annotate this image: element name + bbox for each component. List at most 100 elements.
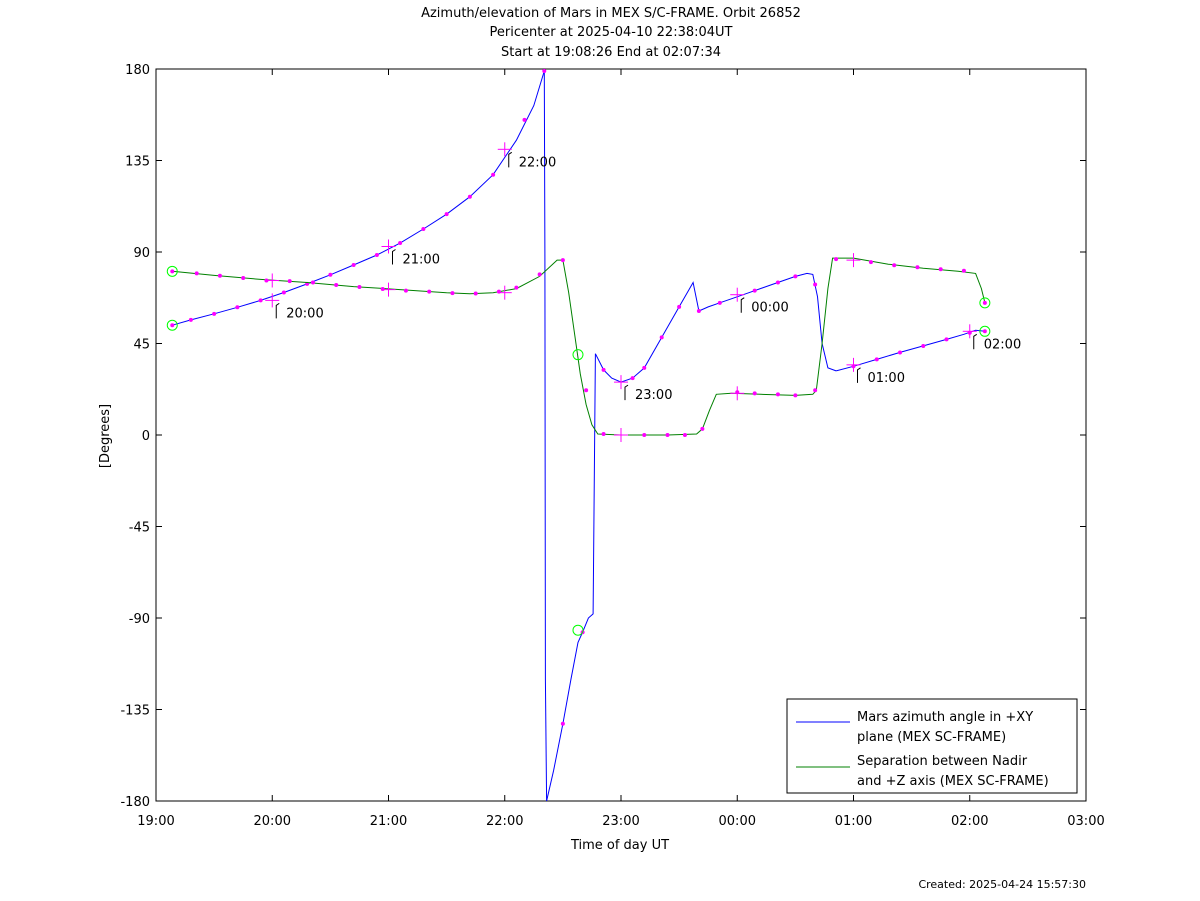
hour-label-arrow [857,367,861,383]
legend-box [786,698,1078,794]
azimuth-point [235,305,240,310]
azimuth-point [351,263,356,268]
chart-title: Azimuth/elevation of Mars in MEX S/C-FRA… [421,6,801,60]
separation-point [334,282,339,287]
y-tick-label: 0 [142,429,150,444]
separation-point [380,287,385,292]
azimuth-point [170,323,175,328]
separation-point [241,276,246,281]
azimuth-line [546,353,596,802]
separation-point [793,393,798,398]
azimuth-line [543,70,548,802]
hour-annotations: 20:00 21:00 22:00 23:00 00:00 01:00 02:00 [275,151,1021,403]
y-tick-label: 90 [133,246,150,261]
hour-label: 00:00 [751,301,788,316]
azimuth-line [594,281,700,383]
azimuth-point [281,290,286,295]
azimuth-point [374,253,379,258]
separation-point [775,392,780,397]
separation-point [427,289,432,294]
separation-point [752,391,757,396]
hour-label-arrow [624,384,629,401]
separation-point [682,433,687,437]
hour-label-arrow [275,302,280,319]
azimuth-point [642,365,647,370]
separation-endpoint-circle [979,297,991,309]
azimuth-point [775,280,780,285]
azimuth-point [630,376,635,381]
legend-label-separation-2: and +Z axis (MEX SC-FRAME) [857,774,1049,789]
azimuth-point [398,241,403,246]
azimuth-point [444,212,449,217]
azimuth-point [542,69,547,74]
azimuth-point [898,350,902,355]
y-tick-label: -45 [129,521,150,536]
separation-point [982,300,987,305]
azimuth-point [491,172,496,177]
separation-point [601,431,606,436]
separation-point [665,433,670,437]
hour-label-arrow [392,249,396,265]
separation-point [915,265,920,270]
separation-point [170,269,175,274]
separation-line [172,259,563,295]
hour-label-arrow [508,151,513,168]
azimuth-point [921,343,926,348]
azimuth-point [601,367,606,372]
separation-point [403,288,408,293]
x-tick-label: 19:00 [137,814,174,829]
azimuth-point [421,227,426,232]
separation-point [834,257,839,262]
azimuth-point [696,308,701,313]
azimuth-endpoint-circle [166,319,178,331]
azimuth-point [813,282,818,287]
legend-label-separation-1: Separation between Nadir [857,754,1028,769]
azimuth-endpoint-circle [979,325,991,337]
azimuth-point [258,298,263,303]
separation-point [357,284,362,289]
hour-label: 22:00 [519,155,556,170]
separation-endpoint-circle [166,265,178,277]
azimuth-point [717,300,722,305]
separation-point [961,268,966,273]
x-tick-label: 02:00 [951,814,988,829]
axis-ticks: 19:00 20:00 21:00 22:00 23:00 00:00 01:00 02:00… [120,63,1104,829]
y-axis-label: [Degrees] [98,404,113,468]
separation-point [642,433,647,437]
y-tick-label: -135 [120,704,150,719]
title-line-1: Azimuth/elevation of Mars in MEX S/C-FRA… [421,6,801,21]
azimuth-point [467,194,472,199]
azimuth-point [752,288,757,293]
legend-label-azimuth-1: Mars azimuth angle in +XY [857,710,1033,725]
x-tick-label: 20:00 [254,814,291,829]
y-tick-label: 135 [125,155,150,170]
y-tick-label: -180 [120,795,150,810]
legend: Mars azimuth angle in +XY plane (MEX SC-… [786,698,1078,794]
separation-point [217,273,222,278]
created-timestamp: Created: 2025-04-24 15:57:30 [918,878,1086,891]
hour-label: 02:00 [984,337,1021,352]
azimuth-point [874,357,879,362]
azimuth-point [944,337,949,342]
x-tick-label: 23:00 [602,814,639,829]
azimuth-point [982,329,987,334]
x-tick-label: 21:00 [370,814,407,829]
hour-label-arrow [740,297,745,313]
separation-point [473,291,478,296]
hour-label: 20:00 [286,306,323,321]
x-tick-label: 03:00 [1067,814,1104,829]
separation-point [287,279,292,284]
separation-point [310,280,315,285]
hour-label: 23:00 [635,388,672,403]
title-line-2: Pericenter at 2025-04-10 22:38:04UT [489,25,732,40]
separation-line [815,257,986,391]
azimuth-point [560,721,565,726]
y-tick-label: -90 [129,612,150,627]
separation-point [537,272,542,277]
separation-point [584,388,589,393]
separation-point [450,291,455,296]
separation-point [892,263,897,268]
x-axis-label: Time of day UT [570,838,669,853]
azimuth-point [212,311,217,316]
